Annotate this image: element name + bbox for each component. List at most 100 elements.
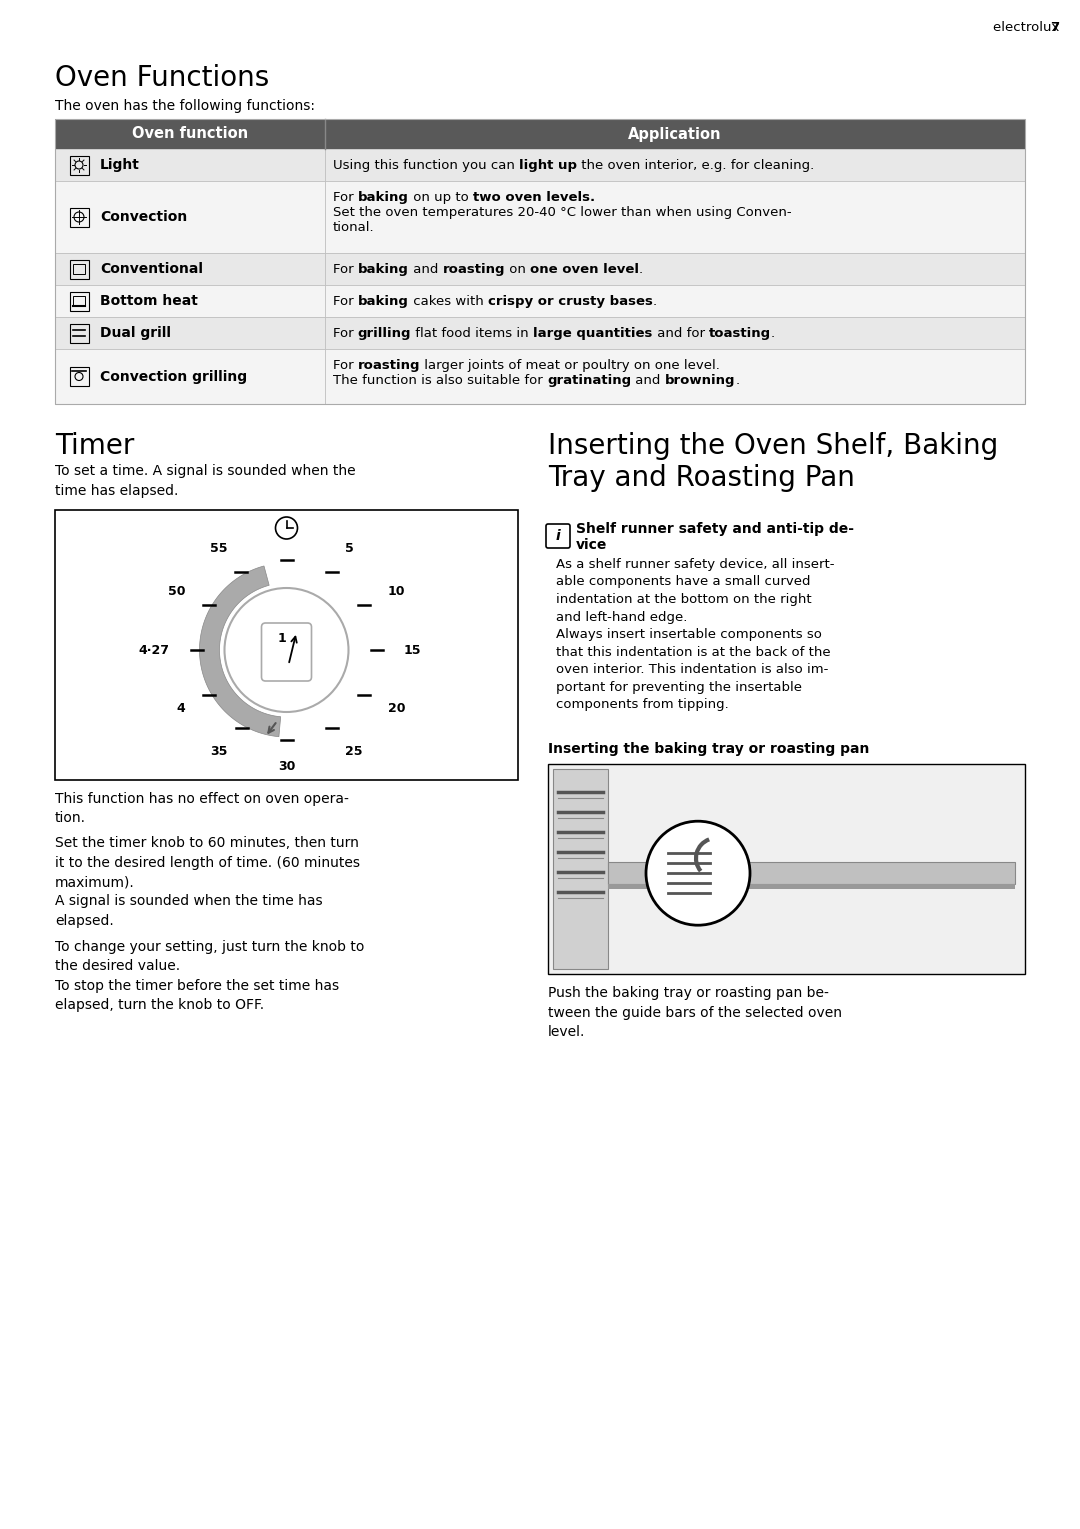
Text: baking: baking [357, 263, 408, 277]
Text: Convection: Convection [100, 209, 187, 225]
Text: Oven Functions: Oven Functions [55, 64, 269, 92]
Text: Timer: Timer [55, 433, 134, 460]
Circle shape [225, 589, 349, 713]
Text: 15: 15 [404, 644, 421, 656]
Text: electrolux: electrolux [993, 21, 1064, 34]
Text: the oven interior, e.g. for cleaning.: the oven interior, e.g. for cleaning. [577, 159, 814, 171]
Text: toasting: toasting [708, 327, 771, 339]
Bar [69, 260, 89, 278]
Text: 50: 50 [167, 586, 185, 598]
Text: 5: 5 [345, 543, 354, 555]
Text: baking: baking [357, 191, 408, 203]
Bar [608, 884, 1015, 890]
Text: For: For [333, 295, 357, 307]
Text: 55: 55 [211, 543, 228, 555]
Text: Convection grilling: Convection grilling [100, 370, 247, 384]
Text: 20: 20 [388, 702, 405, 716]
Text: For: For [333, 191, 357, 203]
Text: tional.: tional. [333, 222, 375, 234]
Text: Bottom heat: Bottom heat [100, 294, 198, 307]
Bar [325, 317, 1025, 349]
Text: Push the baking tray or roasting pan be-
tween the guide bars of the selected ov: Push the baking tray or roasting pan be-… [548, 986, 842, 1040]
Text: grilling: grilling [357, 327, 411, 339]
Circle shape [275, 517, 297, 540]
Bar [73, 265, 85, 274]
Text: 10: 10 [388, 586, 405, 598]
Text: Set the timer knob to 60 minutes, then turn
it to the desired length of time. (6: Set the timer knob to 60 minutes, then t… [55, 836, 360, 928]
Bar [553, 769, 608, 969]
Text: Light: Light [100, 157, 140, 171]
Text: i: i [555, 529, 561, 543]
Text: Using this function you can: Using this function you can [333, 159, 519, 171]
Text: vice: vice [576, 538, 607, 552]
Text: large quantities: large quantities [534, 327, 652, 339]
Text: Dual grill: Dual grill [100, 326, 171, 339]
Bar [548, 764, 1025, 974]
Bar [55, 317, 325, 349]
Bar [55, 284, 325, 317]
Bar [608, 862, 1015, 884]
Text: and: and [631, 375, 665, 387]
Text: roasting: roasting [357, 359, 420, 372]
Text: The function is also suitable for: The function is also suitable for [333, 375, 546, 387]
FancyBboxPatch shape [261, 622, 311, 680]
Text: 25: 25 [345, 745, 363, 758]
Text: gratinating: gratinating [546, 375, 631, 387]
Polygon shape [200, 566, 281, 737]
Text: .: . [771, 327, 775, 339]
Text: roasting: roasting [443, 263, 504, 277]
Text: For: For [333, 359, 357, 372]
Text: 7: 7 [1050, 21, 1059, 34]
Bar [325, 284, 1025, 317]
Text: .: . [735, 375, 740, 387]
Bar [55, 252, 325, 284]
Text: .: . [652, 295, 657, 307]
Bar [55, 119, 1025, 148]
Bar [325, 180, 1025, 252]
Text: one oven level: one oven level [530, 263, 639, 277]
Bar [55, 119, 1025, 404]
Bar [73, 297, 85, 306]
Text: Inserting the baking tray or roasting pan: Inserting the baking tray or roasting pa… [548, 742, 869, 755]
Text: larger joints of meat or poultry on one level.: larger joints of meat or poultry on one … [420, 359, 720, 372]
Text: cakes with: cakes with [408, 295, 488, 307]
Text: To change your setting, just turn the knob to
the desired value.
To stop the tim: To change your setting, just turn the kn… [55, 940, 364, 1012]
Text: 30: 30 [278, 760, 295, 774]
Circle shape [646, 821, 750, 925]
Text: Conventional: Conventional [100, 261, 203, 277]
Text: 35: 35 [211, 745, 228, 758]
Text: flat food items in: flat food items in [411, 327, 534, 339]
Text: Inserting the Oven Shelf, Baking
Tray and Roasting Pan: Inserting the Oven Shelf, Baking Tray an… [548, 433, 998, 492]
Text: For: For [333, 327, 357, 339]
Text: browning: browning [665, 375, 735, 387]
Text: Application: Application [629, 127, 721, 142]
Text: 4·27: 4·27 [138, 644, 170, 656]
Text: The oven has the following functions:: The oven has the following functions: [55, 99, 315, 113]
Text: on up to: on up to [408, 191, 473, 203]
Text: To set a time. A signal is sounded when the
time has elapsed.: To set a time. A signal is sounded when … [55, 463, 355, 497]
Bar [55, 180, 325, 252]
Text: and for: and for [652, 327, 708, 339]
Bar [69, 292, 89, 310]
Bar [325, 148, 1025, 180]
Text: crispy or crusty bases: crispy or crusty bases [488, 295, 652, 307]
Bar [69, 367, 89, 385]
Bar [69, 208, 89, 226]
Bar [325, 349, 1025, 404]
Text: Shelf runner safety and anti-tip de-: Shelf runner safety and anti-tip de- [576, 521, 854, 537]
Text: two oven levels.: two oven levels. [473, 191, 595, 203]
Bar [69, 324, 89, 342]
Text: For: For [333, 263, 357, 277]
Text: .: . [639, 263, 643, 277]
Text: Set the oven temperatures 20-40 °C lower than when using Conven-: Set the oven temperatures 20-40 °C lower… [333, 206, 792, 219]
Text: on: on [504, 263, 530, 277]
Text: baking: baking [357, 295, 408, 307]
Text: 1: 1 [278, 631, 286, 645]
Bar [55, 349, 325, 404]
Text: and: and [408, 263, 443, 277]
Bar [325, 252, 1025, 284]
Bar [55, 511, 518, 780]
Text: 4: 4 [176, 702, 185, 716]
Text: This function has no effect on oven opera-
tion.: This function has no effect on oven oper… [55, 792, 349, 826]
Text: light up: light up [519, 159, 577, 171]
